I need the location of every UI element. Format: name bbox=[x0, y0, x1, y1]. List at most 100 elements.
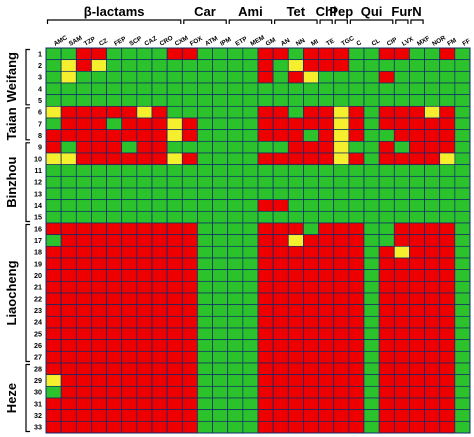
heatmap-cell-22-FF bbox=[454, 292, 471, 306]
heatmap-cell-4-ETP bbox=[227, 82, 244, 96]
heatmap-cell-3-GM bbox=[257, 70, 274, 84]
heatmap-cell-1-NN bbox=[287, 47, 304, 61]
heatmap-cell-30-FF bbox=[454, 385, 471, 399]
heatmap-cell-13-LVX bbox=[393, 187, 410, 201]
heatmap-cell-19-TZP bbox=[75, 257, 92, 271]
heatmap-cell-14-FOX bbox=[181, 199, 198, 212]
heatmap-cell-18-MEM bbox=[242, 245, 259, 259]
heatmap-cell-10-CZ bbox=[91, 152, 107, 166]
heatmap-cell-10-FOX bbox=[181, 152, 198, 166]
heatmap-cell-18-ATM bbox=[197, 245, 213, 259]
heatmap-cell-6-TZP bbox=[75, 105, 92, 119]
heatmap-cell-26-CZ bbox=[91, 339, 107, 352]
heatmap-cell-29-FOX bbox=[181, 374, 198, 387]
heatmap-cell-9-SCP bbox=[121, 140, 138, 154]
heatmap-cell-31-FF bbox=[454, 397, 471, 411]
drug-class-label-6: Qui bbox=[361, 4, 383, 19]
heatmap-cell-27-FOX bbox=[181, 350, 198, 364]
heatmap-cell-20-IPM bbox=[212, 269, 229, 282]
heatmap-cell-23-NN bbox=[287, 304, 304, 317]
heatmap-cell-19-C bbox=[348, 257, 365, 271]
heatmap-cell-27-TGC bbox=[333, 350, 350, 364]
heatmap-cell-8-GM bbox=[257, 129, 274, 142]
heatmap-cell-29-FF bbox=[454, 374, 471, 387]
heatmap-cell-13-NN bbox=[287, 187, 304, 201]
heatmap-cell-32-CZ bbox=[91, 409, 107, 422]
heatmap-cell-31-ETP bbox=[227, 397, 244, 411]
antibiotic-label-cl: CL bbox=[371, 37, 382, 47]
heatmap-cell-11-SCP bbox=[121, 164, 138, 177]
heatmap-cell-1-CZ bbox=[91, 47, 107, 61]
heatmap-cell-23-C bbox=[348, 304, 365, 317]
heatmap-cell-18-NOR bbox=[424, 245, 441, 259]
heatmap-cell-10-FM bbox=[439, 152, 456, 166]
heatmap-cell-29-NN bbox=[287, 374, 304, 387]
heatmap-cell-5-ETP bbox=[227, 94, 244, 107]
heatmap-cell-1-AN bbox=[272, 47, 289, 61]
heatmap-cell-6-CAZ bbox=[136, 105, 153, 119]
heatmap-cell-1-LVX bbox=[393, 47, 410, 61]
heatmap-cell-6-NN bbox=[287, 105, 304, 119]
heatmap-cell-7-FEP bbox=[106, 117, 123, 131]
heatmap-cell-1-MEM bbox=[242, 47, 259, 61]
heatmap-cell-29-C bbox=[348, 374, 365, 387]
heatmap-cell-29-SAM bbox=[60, 374, 77, 387]
antibiotic-label-c: C bbox=[355, 39, 363, 48]
isolate-label-4: 4 bbox=[38, 84, 42, 93]
heatmap-cell-19-LVX bbox=[393, 257, 410, 271]
heatmap-cell-29-TE bbox=[318, 374, 335, 387]
heatmap-cell-1-CIP bbox=[378, 47, 395, 61]
heatmap-cell-14-TE bbox=[318, 199, 335, 212]
heatmap-cell-28-CIP bbox=[378, 362, 395, 376]
heatmap-cell-25-FEP bbox=[106, 327, 123, 341]
drug-class-label-1: Car bbox=[194, 4, 216, 19]
antibiotic-label-an: AN bbox=[280, 37, 292, 48]
heatmap-cell-31-LVX bbox=[393, 397, 410, 411]
heatmap-cell-21-CL bbox=[363, 280, 380, 294]
heatmap-cell-9-FEP bbox=[106, 140, 123, 154]
heatmap-cell-30-TE bbox=[318, 385, 335, 399]
heatmap-cell-14-TGC bbox=[333, 199, 350, 212]
heatmap-cell-17-TGC bbox=[333, 234, 350, 247]
heatmap-cell-6-SCP bbox=[121, 105, 138, 119]
heatmap-cell-32-ETP bbox=[227, 409, 244, 422]
heatmap-cell-3-IPM bbox=[212, 70, 229, 84]
heatmap-cell-23-IPM bbox=[212, 304, 229, 317]
heatmap-cell-2-CAZ bbox=[136, 59, 153, 72]
heatmap-cell-13-C bbox=[348, 187, 365, 201]
heatmap-cell-19-IPM bbox=[212, 257, 229, 271]
heatmap-cell-27-MI bbox=[303, 350, 319, 364]
heatmap-cell-15-AN bbox=[272, 210, 289, 224]
heatmap-cell-7-AMC bbox=[45, 117, 62, 131]
heatmap-cell-31-ATM bbox=[197, 397, 213, 411]
antibiotic-label-tzp: TZP bbox=[83, 35, 98, 47]
heatmap-cell-1-MXF bbox=[409, 47, 425, 61]
city-bracket-weifang bbox=[25, 48, 30, 106]
heatmap-cell-2-ATM bbox=[197, 59, 213, 72]
heatmap-cell-15-ETP bbox=[227, 210, 244, 224]
heatmap-cell-16-ETP bbox=[227, 222, 244, 236]
heatmap-cell-20-ETP bbox=[227, 269, 244, 282]
heatmap-cell-21-CRO bbox=[151, 280, 168, 294]
heatmap-cell-14-C bbox=[348, 199, 365, 212]
heatmap-cell-13-CAZ bbox=[136, 187, 153, 201]
isolate-label-12: 12 bbox=[34, 178, 42, 187]
heatmap-cell-4-MEM bbox=[242, 82, 259, 96]
heatmap-cell-31-C bbox=[348, 397, 365, 411]
heatmap-cell-20-FF bbox=[454, 269, 471, 282]
heatmap-cell-18-FF bbox=[454, 245, 471, 259]
heatmap-cell-12-AN bbox=[272, 175, 289, 189]
heatmap-cell-22-ETP bbox=[227, 292, 244, 306]
heatmap-cell-1-ETP bbox=[227, 47, 244, 61]
heatmap-cell-24-FEP bbox=[106, 315, 123, 329]
heatmap-cell-6-FF bbox=[454, 105, 471, 119]
heatmap-cell-31-SCP bbox=[121, 397, 138, 411]
isolate-label-13: 13 bbox=[34, 189, 42, 198]
heatmap-cell-29-CAZ bbox=[136, 374, 153, 387]
heatmap-cell-18-NN bbox=[287, 245, 304, 259]
city-label-weifang: Weifang bbox=[4, 52, 19, 102]
heatmap-cell-4-FEP bbox=[106, 82, 123, 96]
heatmap-cell-29-CL bbox=[363, 374, 380, 387]
heatmap-cell-4-TZP bbox=[75, 82, 92, 96]
heatmap-cell-4-CXM bbox=[166, 82, 183, 96]
